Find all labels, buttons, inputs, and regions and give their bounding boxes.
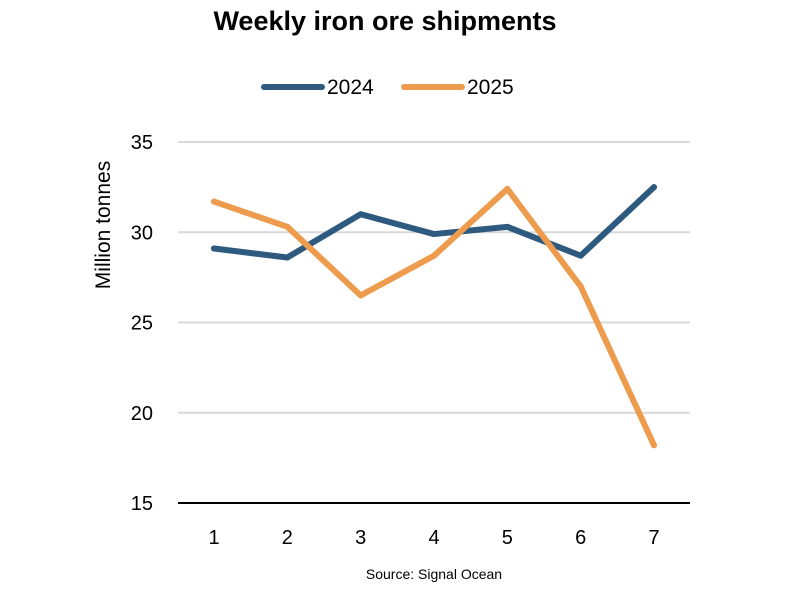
x-tick-label-1: 1 bbox=[208, 527, 219, 549]
y-tick-label-20: 20 bbox=[131, 403, 153, 425]
data-point-2024-3 bbox=[357, 211, 364, 218]
data-point-2025-5 bbox=[504, 185, 511, 192]
data-point-2024-4 bbox=[431, 231, 437, 238]
x-tick-label-3: 3 bbox=[355, 527, 366, 549]
legend-label-2025: 2025 bbox=[467, 76, 514, 99]
data-point-2024-5 bbox=[504, 223, 511, 230]
y-tick-label-35: 35 bbox=[131, 132, 153, 154]
y-tick-label-25: 25 bbox=[131, 313, 153, 335]
y-tick-label-30: 30 bbox=[131, 222, 153, 244]
data-point-2025-3 bbox=[357, 292, 364, 299]
data-point-2024-6 bbox=[577, 252, 584, 259]
data-point-2025-7 bbox=[651, 442, 657, 449]
x-tick-label-5: 5 bbox=[502, 527, 513, 549]
x-tick-label-4: 4 bbox=[428, 527, 439, 549]
data-point-2025-4 bbox=[431, 252, 437, 259]
chart-title: Weekly iron ore shipments bbox=[213, 6, 556, 36]
y-axis-label: Million tonnes bbox=[92, 161, 115, 289]
series-line-2025 bbox=[211, 185, 657, 449]
data-point-2024-2 bbox=[284, 254, 291, 261]
source-note: Source: Signal Ocean bbox=[366, 566, 502, 582]
legend: 2024 2025 bbox=[261, 76, 514, 99]
y-axis-ticks: 15 20 25 30 35 bbox=[131, 132, 153, 515]
legend-label-2024: 2024 bbox=[327, 76, 374, 99]
y-tick-label-15: 15 bbox=[131, 493, 153, 515]
data-point-2025-2 bbox=[284, 223, 291, 230]
x-axis-ticks: 1 2 3 4 5 6 7 bbox=[208, 527, 659, 549]
data-point-2024-1 bbox=[211, 245, 217, 252]
x-tick-label-2: 2 bbox=[282, 527, 293, 549]
data-point-2025-1 bbox=[211, 198, 217, 205]
gridlines bbox=[178, 141, 690, 504]
x-tick-label-6: 6 bbox=[575, 527, 586, 549]
series-lines bbox=[211, 184, 657, 449]
data-point-2024-7 bbox=[651, 184, 657, 191]
x-tick-label-7: 7 bbox=[648, 527, 659, 549]
data-point-2025-6 bbox=[577, 283, 584, 290]
